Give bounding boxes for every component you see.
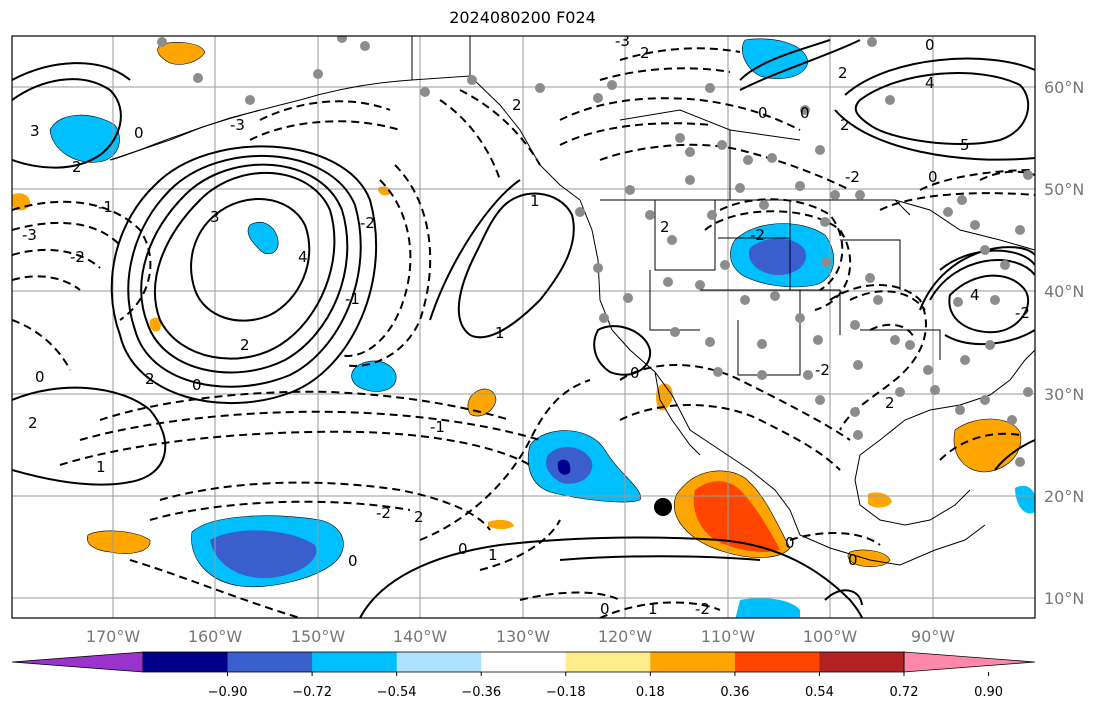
- contour-label: 2: [660, 218, 670, 236]
- contour-label: -1: [345, 290, 360, 308]
- lon-label: 170°W: [86, 627, 141, 646]
- contour-label: 2: [838, 64, 848, 82]
- colorbar-segment: [312, 652, 398, 672]
- contour-label: 0: [35, 368, 45, 386]
- contour-label: 2: [28, 414, 38, 432]
- contour-label: -1: [98, 198, 113, 216]
- colorbar-segment: [396, 652, 482, 672]
- lat-label: 40°N: [1044, 282, 1084, 301]
- colorbar-segment: [650, 652, 736, 672]
- lon-label: 90°W: [911, 627, 955, 646]
- lat-label: 20°N: [1044, 487, 1084, 506]
- contour-label: 2: [414, 508, 424, 526]
- contour-label: 0: [758, 104, 768, 122]
- contour-label: 1: [648, 600, 658, 618]
- lat-label: 60°N: [1044, 78, 1084, 97]
- contour-label: 4: [970, 286, 980, 304]
- colorbar: [11, 651, 1036, 673]
- map-border: [11, 35, 1036, 619]
- colorbar-extend-low: [11, 651, 144, 673]
- station-dots: [157, 36, 1033, 467]
- contour-label: -2: [845, 168, 860, 186]
- colorbar-tick-label: 0.18: [636, 685, 665, 700]
- lat-label: 50°N: [1044, 180, 1084, 199]
- contour-label: -3: [22, 226, 37, 244]
- lon-label: 100°W: [803, 627, 858, 646]
- contour-label: 0: [925, 36, 935, 54]
- contour-label: 1: [96, 458, 106, 476]
- contour-label: -1: [430, 418, 445, 436]
- lon-label: 110°W: [701, 627, 756, 646]
- colorbar-tick-label: −0.36: [461, 685, 501, 700]
- contour-label: -2: [815, 361, 830, 379]
- contour-label: -3: [615, 32, 630, 50]
- contour-label: 0: [134, 124, 144, 142]
- contour-label: 3: [210, 208, 220, 226]
- colorbar-tick-label: 0.54: [805, 685, 834, 700]
- contour-label: -2: [750, 226, 765, 244]
- lon-label: 160°W: [188, 627, 243, 646]
- contour-label: -2: [376, 504, 391, 522]
- contour-label: 2: [885, 394, 895, 412]
- coastlines: [109, 36, 1035, 566]
- contour-label: 2: [640, 44, 650, 62]
- contour-label: 0: [192, 376, 202, 394]
- lat-label: 10°N: [1044, 589, 1084, 608]
- contour-label: 4: [298, 248, 308, 266]
- contour-label: -3: [230, 116, 245, 134]
- contour-label: 0: [458, 540, 468, 558]
- gridlines: [12, 36, 1035, 618]
- location-marker: [654, 498, 672, 516]
- colorbar-tick-label: −0.90: [208, 685, 248, 700]
- contour-label: 0: [348, 552, 358, 570]
- colorbar-segment: [227, 652, 313, 672]
- colorbar-ticks: −0.90 −0.72 −0.54 −0.36 −0.18 0.18 0.36 0.54 0.7…: [208, 672, 1003, 700]
- colorbar-segment: [143, 652, 229, 672]
- colorbar-tick-label: −0.18: [546, 685, 586, 700]
- contour-label: 1: [530, 192, 540, 210]
- contour-label: -2: [360, 214, 375, 232]
- colorbar-tick-label: 0.90: [974, 685, 1003, 700]
- map-title: 2024080200 F024: [449, 8, 596, 27]
- lon-label: 120°W: [598, 627, 653, 646]
- contour-label: 5: [960, 136, 970, 154]
- colorbar-extend-high: [903, 651, 1036, 673]
- lon-label: 140°W: [393, 627, 448, 646]
- contour-label: 0: [785, 534, 795, 552]
- contour-lines: [12, 39, 1035, 618]
- contour-label: -2: [1015, 304, 1030, 322]
- contour-label: -2: [695, 600, 710, 618]
- contour-label: 2: [145, 370, 155, 388]
- lon-label: 130°W: [496, 627, 551, 646]
- contour-label: 0: [928, 168, 938, 186]
- colorbar-tick-label: −0.54: [377, 685, 417, 700]
- contour-label: 1: [495, 324, 505, 342]
- lat-label: 30°N: [1044, 385, 1084, 404]
- colorbar-outline: [142, 651, 905, 673]
- contour-label: 0: [800, 104, 810, 122]
- contour-label: 0: [600, 600, 610, 618]
- contour-labels: 3 4 2 2 0 0 2 1 -2 -1 -3 2 3 0 -2 -1 2 -…: [22, 32, 1030, 618]
- colorbar-segment: [565, 652, 651, 672]
- contour-label: 2: [512, 96, 522, 114]
- contour-label: 1: [488, 546, 498, 564]
- dashed-contour-lines: [12, 47, 1035, 618]
- colorbar-segment: [481, 652, 567, 672]
- longitude-labels: 170°W 160°W 150°W 140°W 130°W 120°W 110°…: [86, 627, 955, 646]
- colorbar-segment: [734, 652, 820, 672]
- contour-label: 2: [240, 336, 250, 354]
- contour-label: 2: [840, 116, 850, 134]
- contour-label: -2: [70, 248, 85, 266]
- contour-label: 0: [848, 551, 858, 569]
- contour-label: 4: [925, 74, 935, 92]
- latitude-labels: 60°N 50°N 40°N 30°N 20°N 10°N: [1044, 78, 1084, 608]
- lon-label: 150°W: [291, 627, 346, 646]
- contour-label: 2: [72, 158, 82, 176]
- colorbar-tick-label: 0.72: [890, 685, 919, 700]
- colorbar-tick-label: 0.36: [720, 685, 749, 700]
- colorbar-segment: [819, 652, 905, 672]
- colorbar-tick-label: −0.72: [292, 685, 332, 700]
- contour-label: 3: [30, 122, 40, 140]
- contour-label: 0: [630, 364, 640, 382]
